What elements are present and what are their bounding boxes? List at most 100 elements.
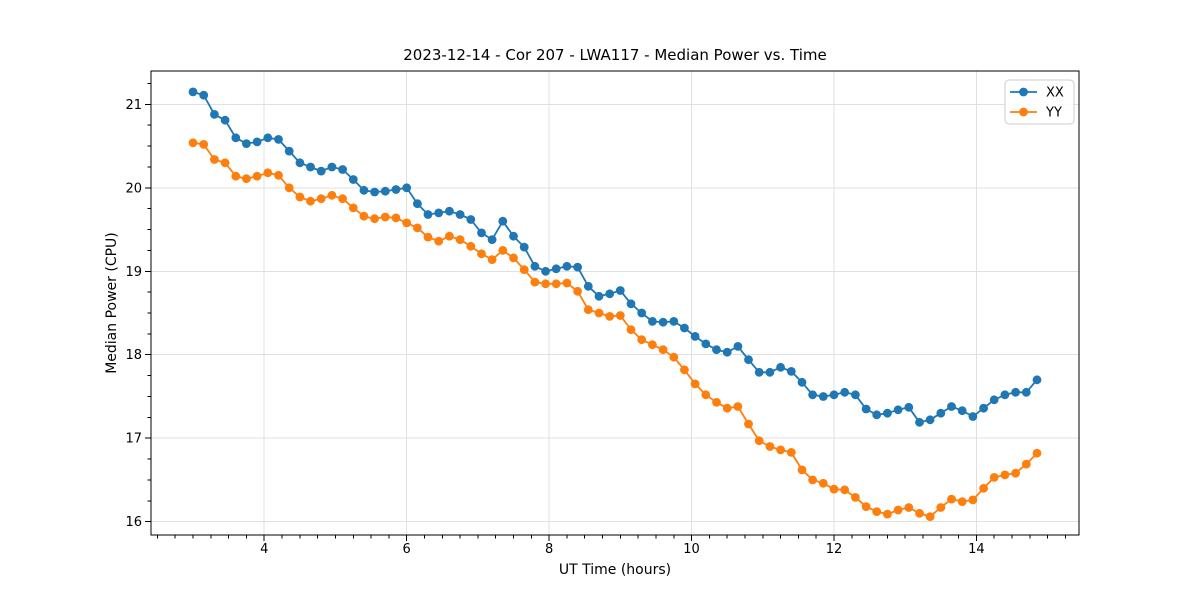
data-point-marker [680, 365, 689, 375]
data-point-marker [637, 308, 647, 318]
data-point-marker [754, 367, 764, 377]
data-point-marker [391, 185, 401, 194]
data-point-marker [893, 405, 903, 415]
data-point-marker [989, 473, 999, 482]
data-point-marker [509, 231, 518, 241]
data-point-marker [541, 279, 550, 289]
data-point-marker [744, 355, 753, 365]
data-point-marker [370, 187, 379, 197]
data-point-marker [210, 155, 219, 164]
data-point-marker [754, 436, 764, 446]
data-point-marker [872, 507, 882, 516]
ticks [145, 83, 1066, 541]
data-point-marker [915, 508, 924, 518]
x-tick-label: 4 [260, 542, 268, 557]
data-point-marker [594, 308, 604, 318]
data-point-marker [583, 281, 593, 291]
data-point-marker [445, 231, 454, 241]
data-point-marker [701, 339, 711, 349]
data-point-marker [594, 291, 604, 301]
data-point-marker [274, 170, 283, 180]
x-tick-label: 8 [545, 542, 553, 557]
data-point-marker [316, 194, 326, 204]
data-point-marker [413, 199, 422, 209]
data-point-marker [861, 404, 871, 414]
data-point-marker [658, 345, 668, 355]
data-point-marker [797, 377, 807, 387]
data-point-marker [284, 146, 294, 156]
data-point-marker [840, 387, 850, 397]
data-point-marker [1032, 375, 1042, 385]
data-point-marker [968, 495, 978, 505]
data-point-marker [1032, 448, 1042, 458]
data-point-marker [669, 317, 679, 326]
data-point-marker [615, 311, 625, 320]
data-point-marker [530, 261, 540, 271]
data-point-marker [348, 175, 358, 184]
data-point-marker [989, 395, 999, 405]
data-point-marker [434, 208, 444, 218]
data-point-marker [274, 135, 283, 144]
data-point-marker [690, 379, 700, 389]
data-point-marker [818, 392, 828, 401]
data-point-marker [701, 390, 711, 400]
data-point-marker [573, 286, 582, 296]
data-point-marker [423, 210, 433, 219]
data-point-marker [861, 502, 871, 511]
data-point-marker [957, 497, 967, 506]
data-point-marker [498, 246, 508, 255]
data-point-marker [455, 210, 465, 219]
y-tick-label: 17 [125, 432, 142, 447]
data-point-marker [883, 509, 892, 519]
data-point-marker [242, 139, 251, 149]
data-point-marker [284, 183, 294, 193]
data-point-marker [423, 232, 433, 242]
series-yy [188, 138, 1042, 521]
data-point-marker [925, 512, 935, 521]
x-axis-label: UT Time (hours) [559, 562, 671, 578]
data-point-marker [712, 345, 721, 355]
y-tick-label: 18 [125, 348, 142, 363]
data-point-marker [498, 216, 508, 226]
data-point-marker [1021, 387, 1031, 397]
y-tick-label: 19 [125, 265, 142, 280]
data-point-marker [872, 410, 882, 420]
data-point-marker [744, 419, 753, 429]
data-point-marker [220, 115, 230, 125]
data-point-marker [220, 158, 230, 168]
data-point-marker [455, 235, 465, 245]
data-point-marker [231, 171, 241, 181]
data-point-marker [359, 211, 369, 221]
data-point-marker [893, 505, 903, 515]
data-point-marker [551, 264, 561, 274]
data-point-marker [957, 406, 967, 416]
data-point-marker [904, 402, 914, 412]
data-point-marker [851, 493, 860, 502]
data-point-marker [615, 286, 625, 295]
data-point-marker [776, 445, 785, 455]
data-point-marker [883, 408, 892, 418]
data-point-marker [306, 196, 315, 206]
data-point-marker [968, 412, 978, 421]
data-point-marker [605, 312, 615, 321]
data-point-marker [786, 448, 796, 457]
data-point-marker [818, 478, 828, 488]
data-point-marker [466, 215, 476, 224]
data-point-marker [519, 242, 529, 252]
data-point-marker [979, 403, 988, 413]
data-point-marker [722, 403, 732, 413]
grid [151, 71, 1079, 535]
data-point-marker [583, 305, 593, 315]
data-point-marker [776, 362, 785, 372]
data-point-marker [786, 367, 796, 376]
data-point-marker [487, 235, 497, 245]
data-point-marker [541, 266, 550, 276]
data-point-marker [359, 185, 369, 195]
data-point-marker [1000, 470, 1010, 480]
tick-labels: 4 6 8 10 12 14 16 17 18 19 20 21 [125, 98, 984, 557]
y-tick-label: 16 [125, 515, 142, 530]
x-tick-label: 6 [403, 542, 411, 557]
data-point-marker [509, 253, 518, 263]
